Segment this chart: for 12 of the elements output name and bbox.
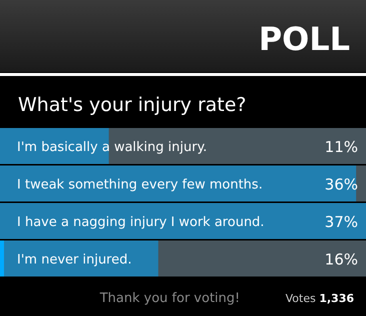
data-label: 11% [324, 138, 358, 156]
text: Votes 1,336 [285, 292, 354, 305]
text: Thank you for voting! [98, 291, 240, 306]
data-label: 36% [324, 175, 358, 194]
y-tick-label: I'm basically a walking injury. [17, 140, 208, 155]
y-tick-label: I have a nagging injury I work around. [17, 214, 264, 230]
data-label: 37% [324, 212, 358, 231]
data-label: 16% [324, 250, 358, 268]
y-tick-label: I tweak something every few months. [17, 177, 263, 192]
chart-title: POLL [258, 20, 350, 58]
y-tick-label: I'm never injured. [17, 252, 132, 268]
chart-subtitle: What's your injury rate? [18, 94, 246, 116]
